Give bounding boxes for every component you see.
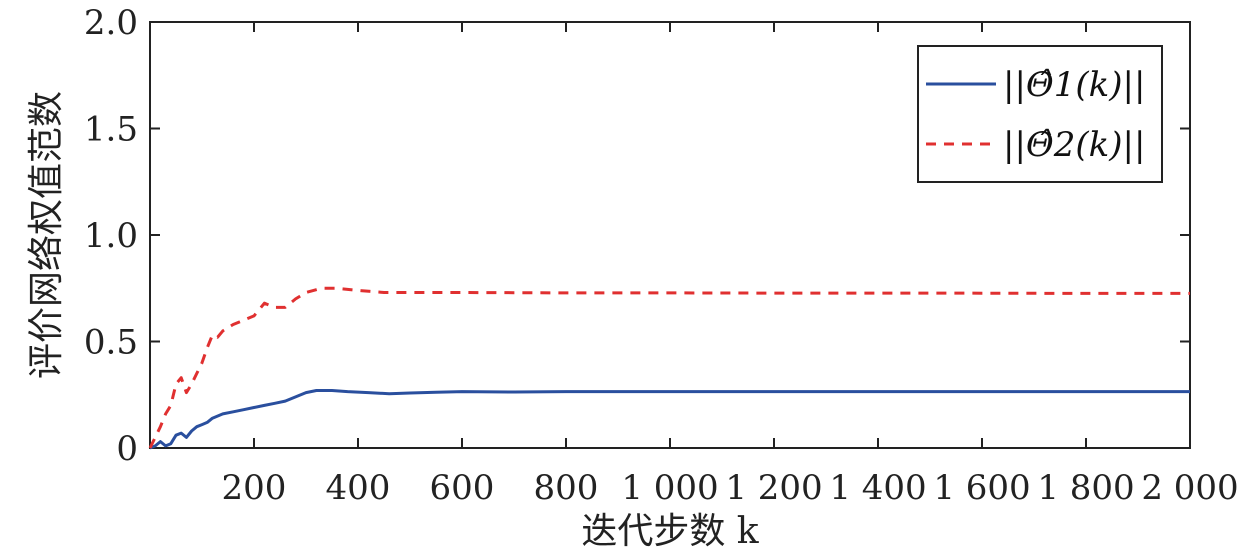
legend-label-series-1: ||Θ̂1(k)|| [1003,65,1145,105]
y-axis-title: 评价网络权值范数 [26,91,67,379]
x-tick-label: 1 800 [1037,468,1134,508]
x-tick-label: 1 200 [725,468,822,508]
y-axis-ticks: 0 0.5 1.0 1.5 2.0 [84,3,1190,469]
x-tick-label: 400 [326,468,391,508]
series-line-2 [148,286,1190,449]
x-tick-label: 1 400 [829,468,926,508]
x-tick-label: 600 [430,468,495,508]
series-layer [148,286,1190,450]
x-tick-label: 1 600 [933,468,1030,508]
legend-label-series-2: ||Θ̂2(k)|| [1003,125,1145,165]
x-tick-label: 200 [222,468,287,508]
legend: ||Θ̂1(k)|| ||Θ̂2(k)|| [917,45,1163,183]
x-tick-label: 2 000 [1141,468,1238,508]
y-tick-label: 1.5 [84,110,138,150]
legend-box [917,45,1163,183]
y-tick-label: 1.0 [84,216,138,256]
series-line-1 [149,389,1190,450]
x-tick-label: 1 000 [621,468,718,508]
y-tick-label: 0.5 [84,323,138,363]
x-axis-ticks: 200 400 600 800 1 000 1 200 1 400 1 600 1 800 2 0… [222,22,1239,508]
y-tick-label: 2.0 [84,3,138,43]
x-tick-label: 800 [534,468,599,508]
x-axis-title: 迭代步数 k [581,511,759,552]
y-tick-label: 0 [116,429,138,469]
